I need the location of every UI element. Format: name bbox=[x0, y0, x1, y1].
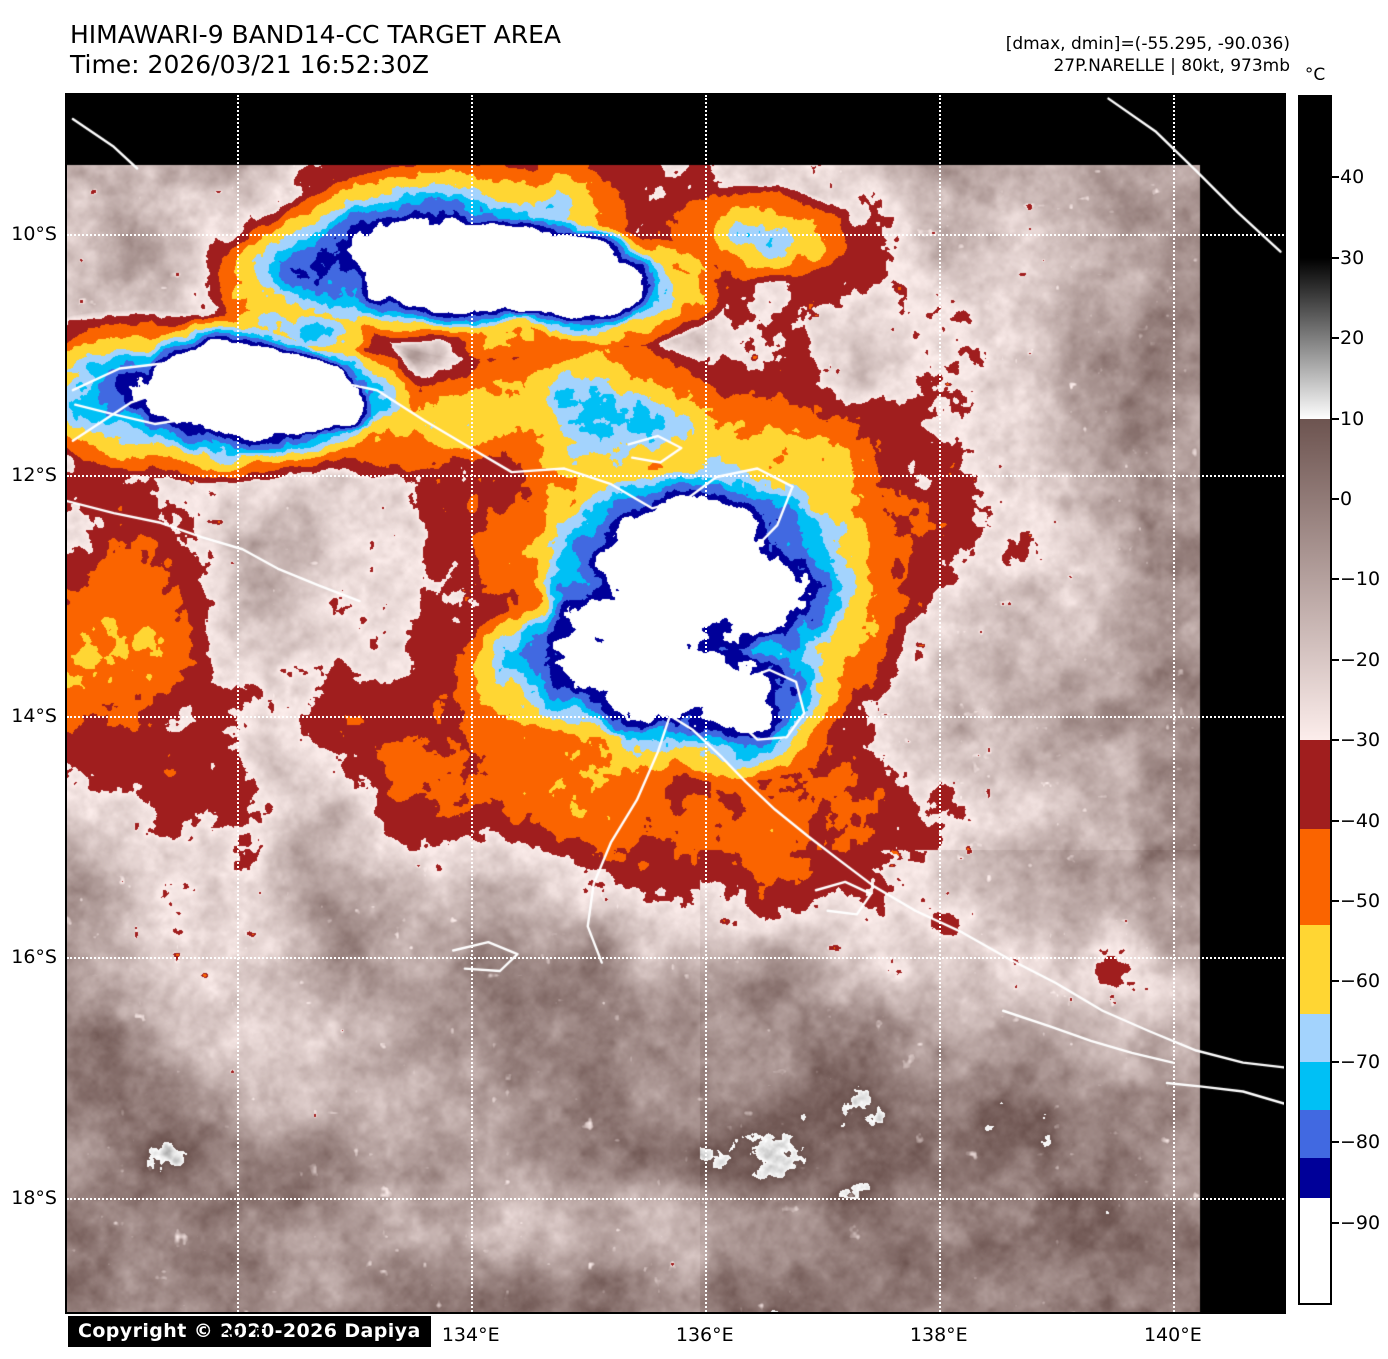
longitude-tick-label: 138°E bbox=[909, 1324, 968, 1346]
gridline-longitude bbox=[1172, 95, 1175, 1312]
colorbar-tick-label: 10 bbox=[1340, 407, 1365, 430]
colorbar-tick-label: −20 bbox=[1340, 648, 1381, 671]
colorbar-tick-label: −70 bbox=[1340, 1050, 1381, 1073]
colorbar-tickmark bbox=[1332, 980, 1339, 983]
colorbar-segment-brown-ramp bbox=[1300, 418, 1330, 742]
latitude-tick-label: 10°S bbox=[11, 222, 57, 245]
colorbar-tick-label: −60 bbox=[1340, 970, 1381, 993]
storm-info-label: 27P.NARELLE | 80kt, 973mb bbox=[1053, 56, 1290, 76]
colorbar-segment-dark-red bbox=[1300, 740, 1330, 831]
gridline-latitude bbox=[67, 233, 1284, 236]
timestamp-label: Time: 2026/03/21 16:52:30Z bbox=[70, 50, 429, 79]
colorbar-segment-grey-ramp bbox=[1300, 257, 1330, 420]
colorbar-tickmark bbox=[1332, 176, 1339, 179]
colorbar-segment-cyan bbox=[1300, 1061, 1330, 1112]
colorbar-tickmark bbox=[1332, 658, 1339, 661]
gridline-longitude bbox=[704, 95, 707, 1312]
latitude-tick-label: 16°S bbox=[11, 945, 57, 968]
colorbar-unit-label: °C bbox=[1304, 65, 1326, 85]
colorbar-tick-label: 20 bbox=[1340, 327, 1365, 350]
header-title-block: HIMAWARI-9 BAND14-CC TARGET AREA Time: 2… bbox=[70, 20, 561, 80]
page-title: HIMAWARI-9 BAND14-CC TARGET AREA bbox=[70, 20, 562, 49]
colorbar-tickmark bbox=[1332, 900, 1339, 902]
colorbar-tick-label: 30 bbox=[1340, 246, 1365, 269]
colorbar-tick-label: 0 bbox=[1340, 488, 1353, 510]
gridline-longitude bbox=[470, 95, 473, 1312]
colorbar-tickmark bbox=[1332, 256, 1339, 259]
colorbar-tick-label: −10 bbox=[1340, 568, 1381, 591]
colorbar-tickmark bbox=[1332, 1141, 1339, 1144]
colorbar-tickmark bbox=[1332, 417, 1339, 420]
colorbar-tickmark bbox=[1332, 1060, 1339, 1063]
colorbar-segment-black-hot bbox=[1300, 97, 1330, 259]
colorbar-tickmark bbox=[1332, 498, 1339, 500]
gridline-latitude bbox=[67, 474, 1284, 477]
colorbar-segment-white-coldest bbox=[1300, 1198, 1330, 1303]
colorbar-tickmark bbox=[1332, 578, 1339, 581]
colorbar-tick-label: −30 bbox=[1340, 729, 1381, 752]
colorbar-segment-royal-blue bbox=[1300, 1110, 1330, 1161]
satellite-image-plot bbox=[65, 93, 1286, 1314]
longitude-tick-label: 132°E bbox=[207, 1324, 266, 1346]
colorbar-tick-label: −40 bbox=[1340, 809, 1381, 832]
colorbar-tickmark bbox=[1332, 1221, 1339, 1224]
dmax-dmin-label: [dmax, dmin]=(-55.295, -90.036) bbox=[1005, 34, 1290, 54]
colorbar-tick-label: −90 bbox=[1340, 1211, 1381, 1234]
longitude-tick-label: 140°E bbox=[1143, 1324, 1202, 1346]
gridline-longitude bbox=[236, 95, 239, 1312]
latitude-tick-label: 12°S bbox=[11, 463, 57, 486]
satellite-imagery-canvas bbox=[67, 95, 1284, 1312]
colorbar-tickmark bbox=[1332, 819, 1339, 822]
colorbar-tickmark bbox=[1332, 739, 1339, 742]
latitude-tick-label: 18°S bbox=[11, 1186, 57, 1209]
gridline-longitude bbox=[938, 95, 941, 1312]
colorbar-tick-label: 40 bbox=[1340, 166, 1365, 189]
colorbar-segment-yellow bbox=[1300, 925, 1330, 1016]
colorbar-segment-navy bbox=[1300, 1158, 1330, 1201]
header-meta-block: [dmax, dmin]=(-55.295, -90.036) 27P.NARE… bbox=[1006, 33, 1290, 77]
colorbar-tickmark bbox=[1332, 337, 1339, 340]
gridline-latitude bbox=[67, 715, 1284, 718]
colorbar-segment-orange bbox=[1300, 828, 1330, 927]
longitude-tick-label: 134°E bbox=[441, 1324, 500, 1346]
copyright-badge: Copyright © 2020-2026 Dapiya bbox=[68, 1316, 431, 1347]
gridline-latitude bbox=[67, 1197, 1284, 1200]
colorbar-tick-label: −50 bbox=[1340, 890, 1381, 912]
longitude-tick-label: 136°E bbox=[675, 1324, 734, 1346]
colorbar-segment-light-blue bbox=[1300, 1013, 1330, 1064]
latitude-tick-label: 14°S bbox=[11, 704, 57, 727]
colorbar-tick-label: −80 bbox=[1340, 1131, 1381, 1154]
gridline-latitude bbox=[67, 956, 1284, 959]
temperature-colorbar bbox=[1298, 95, 1332, 1305]
